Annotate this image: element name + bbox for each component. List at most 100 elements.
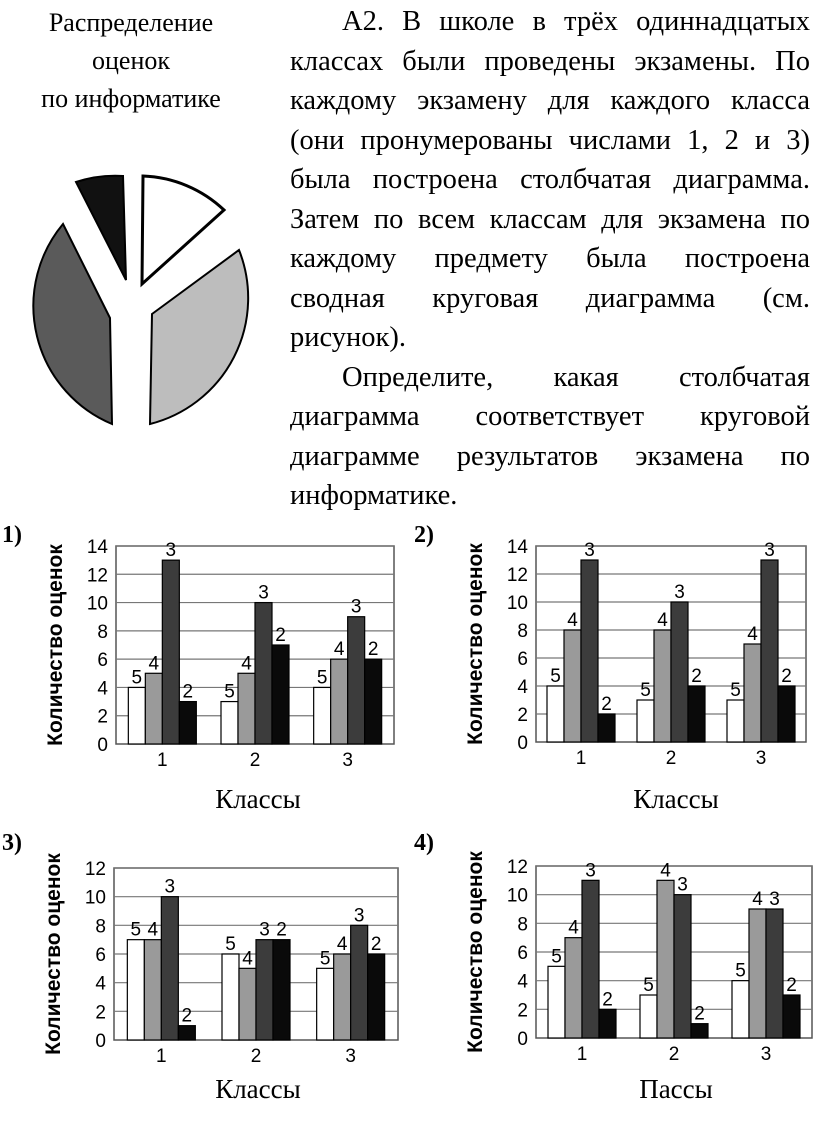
- problem-statement: А2. В школе в трёх одиннадцатых классах …: [290, 2, 810, 516]
- y-tick-label: 0: [95, 1031, 106, 1052]
- x-tick-label: 2: [250, 750, 261, 771]
- bar-grade-2: [364, 658, 383, 745]
- bar-grade-3: [760, 559, 779, 743]
- bar-grade-label: 3: [764, 540, 775, 561]
- bar-grade-label: 5: [132, 667, 143, 688]
- y-tick-label: 6: [95, 945, 106, 966]
- bar-grade-4: [238, 967, 257, 1041]
- bar-grade-label: 3: [259, 920, 270, 941]
- bar-grade-5: [636, 699, 655, 743]
- bar-grade-label: 4: [242, 948, 253, 969]
- y-tick-label: 4: [517, 972, 528, 993]
- x-tick-label: 2: [666, 748, 677, 769]
- bar-grade-label: 5: [225, 934, 236, 955]
- y-tick-label: 0: [517, 733, 528, 754]
- x-tick-label: 3: [342, 750, 353, 771]
- bar-grade-label: 5: [640, 680, 651, 701]
- y-tick-label: 8: [517, 914, 528, 935]
- bar-grade-4: [237, 672, 256, 745]
- chart-3-x-caption: Классы: [215, 1074, 301, 1104]
- y-tick-label: 8: [95, 916, 106, 937]
- bar-grade-4: [333, 953, 352, 1041]
- bar-grade-5: [313, 686, 332, 745]
- bar-grade-2: [367, 953, 386, 1041]
- question-text-end: информатике.: [290, 480, 458, 511]
- x-tick-label: 3: [761, 1044, 772, 1065]
- pie-slice-black: [74, 174, 127, 281]
- bar-grade-label: 4: [334, 639, 345, 660]
- bar-grade-label: 3: [351, 597, 362, 618]
- bar-grade-label: 2: [691, 666, 702, 687]
- x-tick-label: 2: [669, 1044, 680, 1065]
- bar-grade-5: [221, 953, 240, 1041]
- y-tick-label: 10: [507, 886, 528, 907]
- bar-grade-5: [316, 967, 335, 1041]
- chart-number: 2): [414, 522, 434, 548]
- x-tick-label: 2: [251, 1046, 262, 1067]
- pie-caption-line-2: оценок: [92, 46, 170, 75]
- bar-grade-label: 3: [584, 540, 595, 561]
- answer-chart-2: 2) 0 2 4 6 8 10 12 14 Количество оценок 5 4 3 2 1 5 4 3 2…: [412, 522, 816, 822]
- y-tick-label: 2: [95, 1002, 106, 1023]
- bar-grade-2: [777, 685, 796, 743]
- bar-grade-label: 2: [602, 989, 613, 1010]
- bar-grade-label: 4: [337, 934, 348, 955]
- y-tick-label: 2: [517, 705, 528, 726]
- bar-grade-2: [687, 685, 706, 743]
- y-tick-label: 12: [87, 565, 108, 586]
- bar-grade-label: 4: [148, 920, 159, 941]
- y-tick-label: 12: [85, 859, 106, 880]
- bar-grade-3: [580, 559, 599, 743]
- bar-grade-2: [782, 994, 801, 1039]
- bar-grade-4: [743, 643, 762, 743]
- bar-grade-2: [597, 713, 616, 743]
- chart-number: 4): [414, 830, 434, 856]
- bar-grade-label: 2: [694, 1004, 705, 1025]
- y-tick-label: 8: [517, 621, 528, 642]
- bar-grade-label: 2: [781, 666, 792, 687]
- pie-caption-line-1: Распределение: [48, 8, 214, 37]
- bar-grade-label: 2: [786, 975, 797, 996]
- bar-grade-label: 4: [149, 653, 160, 674]
- bar-grade-2: [690, 1023, 709, 1039]
- pie-slice-white: [140, 174, 227, 288]
- bar-grade-5: [126, 939, 145, 1041]
- y-tick-label: 14: [507, 537, 529, 558]
- chart-4-x-caption: Пассы: [639, 1074, 713, 1104]
- bar-grade-label: 2: [183, 682, 194, 703]
- bar-grade-label: 5: [224, 682, 235, 703]
- pie-chart: [32, 174, 250, 426]
- chart-number: 3): [2, 830, 22, 856]
- bar-grade-3: [765, 908, 784, 1039]
- bar-grade-4: [748, 908, 767, 1039]
- bar-grade-4: [143, 939, 162, 1041]
- bar-grade-2: [271, 644, 290, 745]
- answer-chart-1: 1) 0 2 4 6 8 10 12 14 Количество оценок 5 4 3 2 1 5 4 3 2…: [0, 522, 410, 822]
- bar-grade-label: 5: [317, 667, 328, 688]
- bar-grade-label: 5: [320, 948, 331, 969]
- bar-grade-5: [731, 980, 750, 1039]
- chart-2-x-caption: Классы: [633, 784, 719, 814]
- bar-grade-label: 2: [182, 1006, 193, 1027]
- bar-grade-3: [670, 601, 689, 743]
- y-tick-label: 10: [507, 593, 528, 614]
- answer-chart-3: 3) 0 2 4 6 8 10 12 Количество оценок 5 4 3 2 1 5 4 3 2 2 5…: [0, 830, 410, 1130]
- y-axis-label: Количество оценок: [42, 853, 65, 1055]
- y-tick-label: 10: [87, 594, 108, 615]
- y-tick-label: 6: [517, 649, 528, 670]
- bar-grade-5: [726, 699, 745, 743]
- bar-grade-label: 4: [657, 610, 668, 631]
- bar-grade-4: [656, 879, 675, 1039]
- bar-grade-label: 4: [568, 918, 579, 939]
- bar-grade-label: 2: [275, 625, 286, 646]
- bar-grade-4: [144, 672, 163, 745]
- bar-grade-2: [598, 1008, 617, 1039]
- chart-1-x-caption: Классы: [215, 784, 301, 814]
- pie-caption-line-3: по информатике: [41, 84, 221, 113]
- y-tick-label: 4: [517, 677, 528, 698]
- x-tick-label: 1: [156, 1046, 167, 1067]
- x-tick-label: 1: [577, 1044, 588, 1065]
